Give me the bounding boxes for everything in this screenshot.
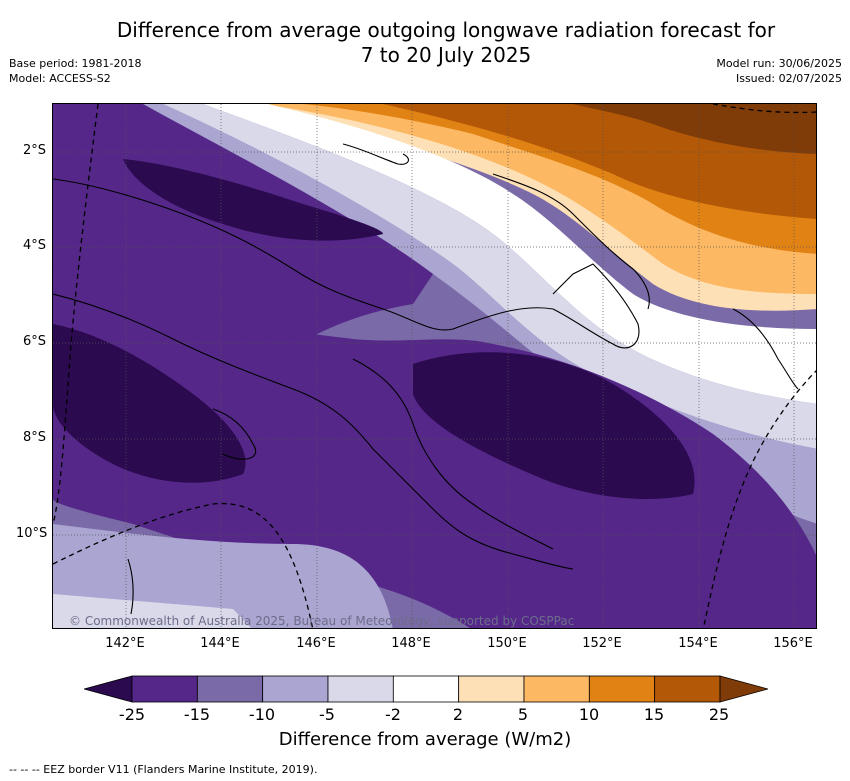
colorbar-extension-low bbox=[84, 675, 133, 703]
colorbar-segment bbox=[392, 675, 460, 703]
contour-negative-2-5-south bbox=[53, 594, 252, 628]
colorbar-label: 5 bbox=[517, 705, 529, 724]
x-tick-label: 150°E bbox=[487, 636, 527, 651]
map-panel bbox=[52, 103, 817, 629]
contour-negative-15-25-central bbox=[53, 264, 816, 628]
colorbar-segments bbox=[84, 675, 768, 703]
copyright-notice: © Commonwealth of Australia 2025, Bureau… bbox=[69, 614, 575, 628]
issued-date: Issued: 02/07/2025 bbox=[735, 72, 842, 85]
colorbar-segment bbox=[458, 675, 525, 703]
colorbar-label: 15 bbox=[643, 705, 665, 724]
base-period: Base period: 1981-2018 bbox=[9, 57, 142, 70]
colorbar-segment bbox=[262, 675, 329, 703]
colorbar-segment bbox=[131, 675, 198, 703]
meta-left: Base period: 1981-2018 Model: ACCESS-S2 bbox=[9, 56, 141, 86]
colorbar-title: Difference from average (W/m2) bbox=[278, 729, 572, 750]
x-tick-label: 144°E bbox=[200, 636, 240, 651]
map-title-line1: Difference from average outgoing longwav… bbox=[116, 18, 776, 42]
eez-footnote: -- -- -- EEZ border V11 (Flanders Marine… bbox=[9, 763, 318, 776]
colorbar-label: -10 bbox=[248, 705, 276, 724]
colorbar-segment bbox=[523, 675, 590, 703]
x-tick-label: 148°E bbox=[391, 636, 431, 651]
contour-near-zero bbox=[203, 104, 816, 404]
x-tick-label: 152°E bbox=[582, 636, 622, 651]
x-tick-label: 146°E bbox=[296, 636, 336, 651]
map-title-line2: 7 to 20 July 2025 bbox=[360, 43, 532, 67]
contour-positive-25 bbox=[573, 104, 816, 154]
olr-anomaly-map bbox=[53, 104, 816, 628]
y-tick-label: 10°S bbox=[16, 526, 48, 541]
colorbar-label: 2 bbox=[452, 705, 464, 724]
model-run: Model run: 30/06/2025 bbox=[716, 57, 842, 70]
coastlines bbox=[53, 143, 799, 615]
colorbar-label: -15 bbox=[183, 705, 211, 724]
map-title: Difference from average outgoing longwav… bbox=[0, 18, 850, 68]
contour-negative-25-east bbox=[413, 352, 695, 499]
colorbar-segment bbox=[327, 675, 394, 703]
colorbar-extension-high bbox=[719, 675, 768, 703]
colorbar-label: 10 bbox=[578, 705, 600, 724]
y-tick-label: 8°S bbox=[22, 430, 46, 445]
contour-negative-25-north bbox=[123, 159, 383, 241]
model-name: Model: ACCESS-S2 bbox=[9, 72, 111, 85]
y-tick-label: 6°S bbox=[22, 334, 46, 349]
graticule bbox=[53, 104, 816, 628]
x-tick-label: 154°E bbox=[678, 636, 718, 651]
colorbar-label: 25 bbox=[708, 705, 730, 724]
colorbar-label: -25 bbox=[118, 705, 146, 724]
eez-borders bbox=[53, 104, 816, 628]
colorbar-segment bbox=[654, 675, 721, 703]
colorbar bbox=[84, 675, 768, 703]
y-tick-label: 2°S bbox=[22, 143, 46, 158]
colorbar-segment bbox=[588, 675, 656, 703]
colorbar-segment bbox=[196, 675, 264, 703]
colorbar-label: -5 bbox=[319, 705, 335, 724]
meta-right: Model run: 30/06/2025 Issued: 02/07/2025 bbox=[716, 56, 842, 86]
y-tick-label: 4°S bbox=[22, 238, 46, 253]
contour-negative-25-west bbox=[53, 324, 246, 483]
colorbar-label: -2 bbox=[385, 705, 401, 724]
x-tick-label: 142°E bbox=[105, 636, 145, 651]
contour-negative-2-5 bbox=[163, 104, 816, 449]
x-tick-label: 156°E bbox=[773, 636, 813, 651]
